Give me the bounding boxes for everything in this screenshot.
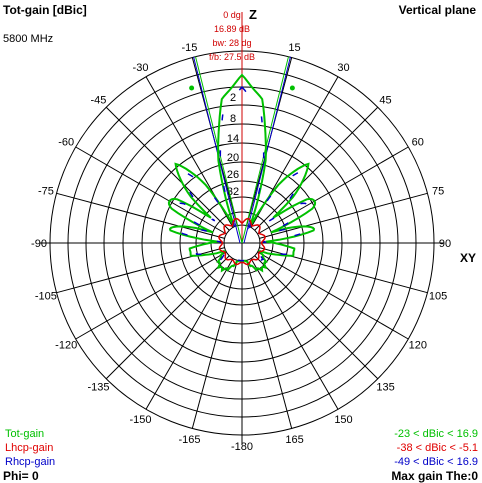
info-line-0: 0 dg <box>223 10 241 20</box>
angle-tick-label: 120 <box>409 340 427 352</box>
angle-tick-label: 45 <box>379 94 391 106</box>
series-lhcp-gain <box>218 217 266 266</box>
angle-tick-label: -150 <box>129 414 151 426</box>
radial-tick-label: 14 <box>227 133 239 145</box>
angle-tick-label: 30 <box>337 62 349 74</box>
angle-tick-label: 15 <box>288 42 300 54</box>
info-line-2: bw: 28 dg <box>212 38 251 48</box>
grid-spoke-135 <box>254 255 379 380</box>
plane-label: Vertical plane <box>398 3 476 17</box>
legend-rhcp-gain: Rhcp-gain <box>5 456 56 468</box>
angle-tick-label: -135 <box>87 382 109 394</box>
grid-spoke-195 <box>191 260 238 429</box>
legend-lhcp-gain: Lhcp-gain <box>5 442 54 454</box>
radial-tick-label: 2 <box>230 92 236 104</box>
angle-tick-label: -180 <box>231 441 253 453</box>
angle-tick-label: 135 <box>376 382 394 394</box>
info-line-3: f/b: 27.5 dB <box>209 52 255 62</box>
angle-tick-label: -60 <box>58 137 74 149</box>
angle-tick-label: 90 <box>439 238 451 250</box>
main-lobe-marker-1 <box>289 85 295 91</box>
grid-spoke-150 <box>250 258 339 410</box>
grid-spoke-75 <box>259 192 428 239</box>
grid-spoke-300 <box>75 146 227 235</box>
info-line-1: 16.89 dB <box>214 24 250 34</box>
angle-tick-label: 75 <box>432 185 444 197</box>
chart-title: Tot-gain [dBic] <box>3 3 87 17</box>
radial-tick-label: 20 <box>227 152 239 164</box>
series-rhcp-gain <box>175 85 309 269</box>
beamwidth-line-rhcp-0 <box>193 56 241 244</box>
beamwidth-line-rhcp-1 <box>243 56 291 244</box>
legend-tot-gain: Tot-gain <box>5 428 45 440</box>
angle-tick-label: -45 <box>91 94 107 106</box>
angle-tick-label: 105 <box>429 291 447 303</box>
grid-spoke-285 <box>56 192 225 239</box>
range-lhcp-gain: -38 < dBic < -5.1 <box>396 442 478 454</box>
grid-spoke-165 <box>246 260 293 429</box>
angle-tick-label: 60 <box>412 137 424 149</box>
grid-spoke-60 <box>257 146 409 235</box>
grid-spoke-45 <box>254 106 379 231</box>
grid-spoke-225 <box>105 255 230 380</box>
angle-tick-label: -105 <box>35 291 57 303</box>
angle-tick-label: 150 <box>334 414 352 426</box>
z-axis-label: Z <box>249 7 257 22</box>
angle-tick-label: -120 <box>55 340 77 352</box>
grid-spoke-315 <box>105 106 230 231</box>
range-tot-gain: -23 < dBic < 16.9 <box>394 428 478 440</box>
angle-tick-label: -30 <box>133 62 149 74</box>
angle-tick-label: 165 <box>285 434 303 446</box>
angle-tick-label: -165 <box>178 434 200 446</box>
range-rhcp-gain: -49 < dBic < 16.9 <box>394 456 478 468</box>
max-gain-theta-label: Max gain The:0 <box>391 469 478 483</box>
radial-tick-label: 8 <box>230 113 236 125</box>
angle-tick-label: -90 <box>31 238 47 250</box>
phi-label: Phi= 0 <box>3 469 39 483</box>
main-lobe-marker-0 <box>189 85 195 91</box>
grid-spoke-210 <box>145 258 234 410</box>
angle-tick-label: -15 <box>182 42 198 54</box>
radial-tick-label: 26 <box>227 169 239 181</box>
grid-spoke-240 <box>75 251 227 340</box>
frequency-label: 5800 MHz <box>3 33 54 45</box>
angle-tick-label: -75 <box>38 185 54 197</box>
xy-axis-label: XY <box>460 251 476 265</box>
grid-spoke-120 <box>257 251 409 340</box>
